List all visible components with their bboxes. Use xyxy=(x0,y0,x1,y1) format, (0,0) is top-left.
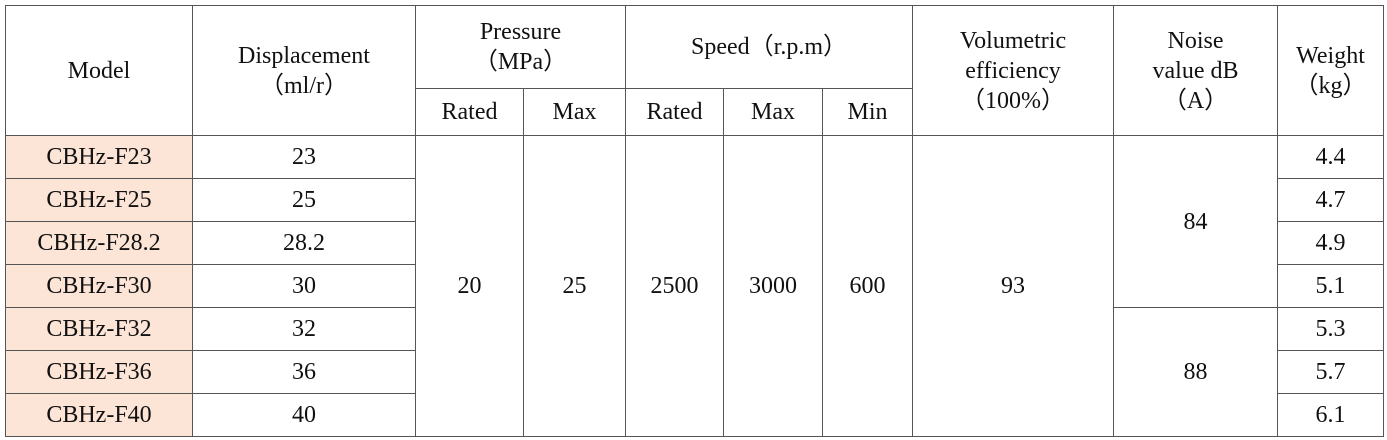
table-row: CBHz-F32 32 88 5.3 xyxy=(5,307,1385,437)
header-cell: Volumetric efficiency （100%） xyxy=(912,5,1115,136)
model: CBHz-F32 xyxy=(5,307,193,351)
header-line: （A） xyxy=(1162,87,1229,114)
noise: 88 xyxy=(1113,307,1279,437)
displacement: 36 xyxy=(192,350,416,394)
weight: 5.7 xyxy=(1277,350,1385,394)
header-line: value dB xyxy=(1152,57,1239,84)
table-body: CBHz-F23 23 20 25 2500 3000 600 93 84 4.4 CBHz-F25… xyxy=(5,135,1385,437)
model: CBHz-F25 xyxy=(5,178,193,222)
displacement: 28.2 xyxy=(192,221,416,265)
shared-pressure-rated: 20 xyxy=(415,135,524,437)
header-cell: Rated xyxy=(415,88,524,136)
header-cell: Rated xyxy=(625,88,724,136)
model: CBHz-F28.2 xyxy=(5,221,193,265)
table-row: CBHz-F28.2 28.2 4.9 xyxy=(5,221,1385,265)
model: CBHz-F40 xyxy=(5,393,193,437)
weight: 4.7 xyxy=(1277,178,1385,222)
weight: 5.3 xyxy=(1277,307,1385,351)
header-line: Volumetric xyxy=(959,27,1067,54)
header-cell: Max xyxy=(523,88,626,136)
shared-speed-max: 3000 xyxy=(723,135,823,437)
header-line: （100%） xyxy=(961,87,1066,114)
weight: 4.9 xyxy=(1277,221,1385,265)
header-cell: Noise value dB （A） xyxy=(1113,5,1279,136)
shared-pressure-max: 25 xyxy=(523,135,626,437)
header-line: Pressure xyxy=(479,19,562,45)
table-row: CBHz-F25 25 4.7 xyxy=(5,178,1385,222)
header-row: Model Displacement （ml/r） Pressure （MPa） S… xyxy=(5,5,1385,136)
header-cell: Speed（r.p.m） xyxy=(624,5,914,89)
header-cell: Model xyxy=(5,5,193,136)
header-line: （kg） xyxy=(1294,72,1367,99)
noise: 84 xyxy=(1113,135,1279,308)
header-line: efficiency xyxy=(965,57,1061,84)
displacement: 25 xyxy=(192,178,416,222)
header-cell: Pressure （MPa） xyxy=(415,5,626,89)
weight: 5.1 xyxy=(1277,264,1385,308)
weight: 6.1 xyxy=(1277,393,1385,437)
table-row: CBHz-F30 30 5.1 xyxy=(5,264,1385,308)
header-cell: Displacement （ml/r） xyxy=(192,5,416,136)
header-cell: Min xyxy=(821,88,914,136)
table-row: CBHz-F40 40 6.1 xyxy=(5,393,1385,437)
displacement: 30 xyxy=(192,264,416,308)
model: CBHz-F36 xyxy=(5,350,193,394)
shared-speed-min: 600 xyxy=(821,135,914,437)
header-cell: Max xyxy=(723,88,823,136)
displacement: 32 xyxy=(192,307,416,351)
displacement: 23 xyxy=(192,135,416,179)
header-line: （ml/r） xyxy=(260,72,348,99)
header-line: Weight xyxy=(1296,42,1365,69)
shared-speed-rated: 2500 xyxy=(625,135,724,437)
header-line: Noise xyxy=(1167,27,1224,54)
header-line: Displacement xyxy=(238,42,370,69)
model: CBHz-F23 xyxy=(5,135,193,179)
header-cell: Weight （kg） xyxy=(1277,5,1385,136)
shared-volumetric-efficiency: 93 xyxy=(912,135,1115,437)
table-row: CBHz-F23 23 20 25 2500 3000 600 93 84 4.4 xyxy=(5,135,1385,437)
weight: 4.4 xyxy=(1277,135,1385,179)
displacement: 40 xyxy=(192,393,416,437)
model: CBHz-F30 xyxy=(5,264,193,308)
header-line: （MPa） xyxy=(473,49,568,75)
table-header: Model Displacement （ml/r） Pressure （MPa） S… xyxy=(5,5,1385,136)
spec-table: Model Displacement （ml/r） Pressure （MPa） S… xyxy=(5,5,1385,437)
